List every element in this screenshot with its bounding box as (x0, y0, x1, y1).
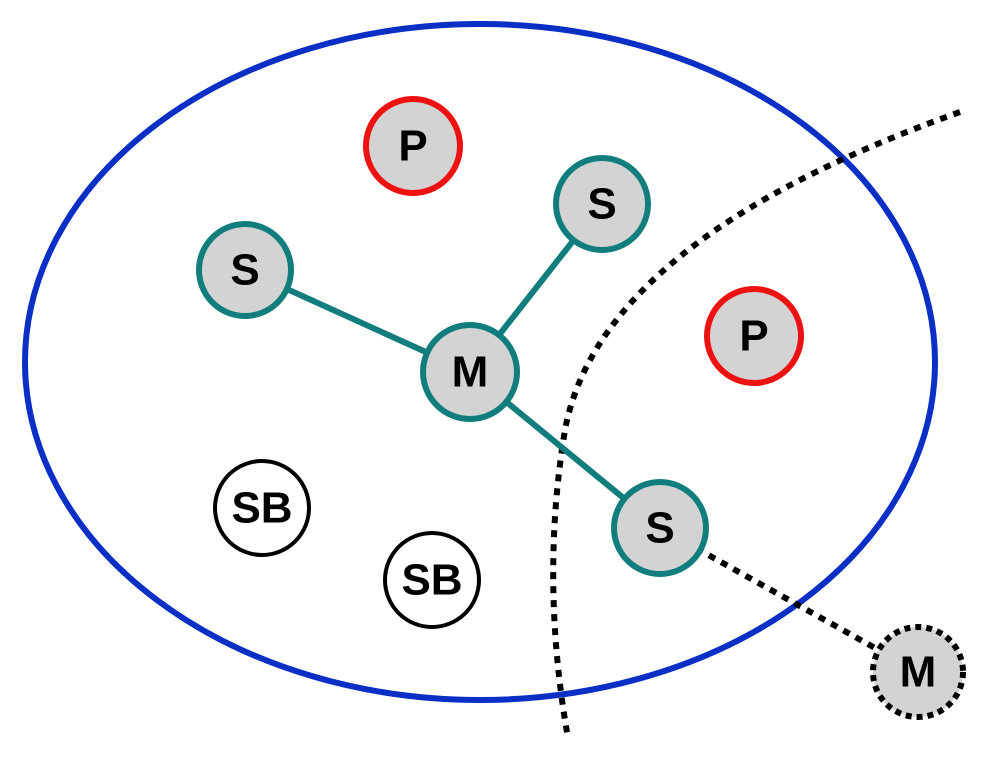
standby-node-bottom: SB (383, 531, 481, 629)
slave-node-bottom: S (611, 479, 709, 577)
master-node-center: M (420, 322, 520, 422)
standby-node-left-label: SB (231, 484, 292, 533)
slave-node-top-label: S (587, 180, 616, 229)
parked-node-right: P (704, 286, 804, 386)
parked-node-right-label: P (739, 312, 768, 361)
piconet-boundary (22, 21, 938, 703)
master-node-external: M (870, 624, 966, 720)
standby-node-bottom-label: SB (401, 556, 462, 605)
parked-node-top: P (363, 96, 463, 196)
slave-node-top: S (553, 155, 651, 253)
slave-node-left: S (196, 221, 294, 319)
slave-node-left-label: S (230, 246, 259, 295)
standby-node-left: SB (213, 459, 311, 557)
parked-node-top-label: P (398, 122, 427, 171)
master-node-external-label: M (900, 648, 937, 697)
external-piconet-boundary (550, 109, 962, 739)
master-node-center-label: M (452, 348, 489, 397)
slave-node-bottom-label: S (645, 504, 674, 553)
